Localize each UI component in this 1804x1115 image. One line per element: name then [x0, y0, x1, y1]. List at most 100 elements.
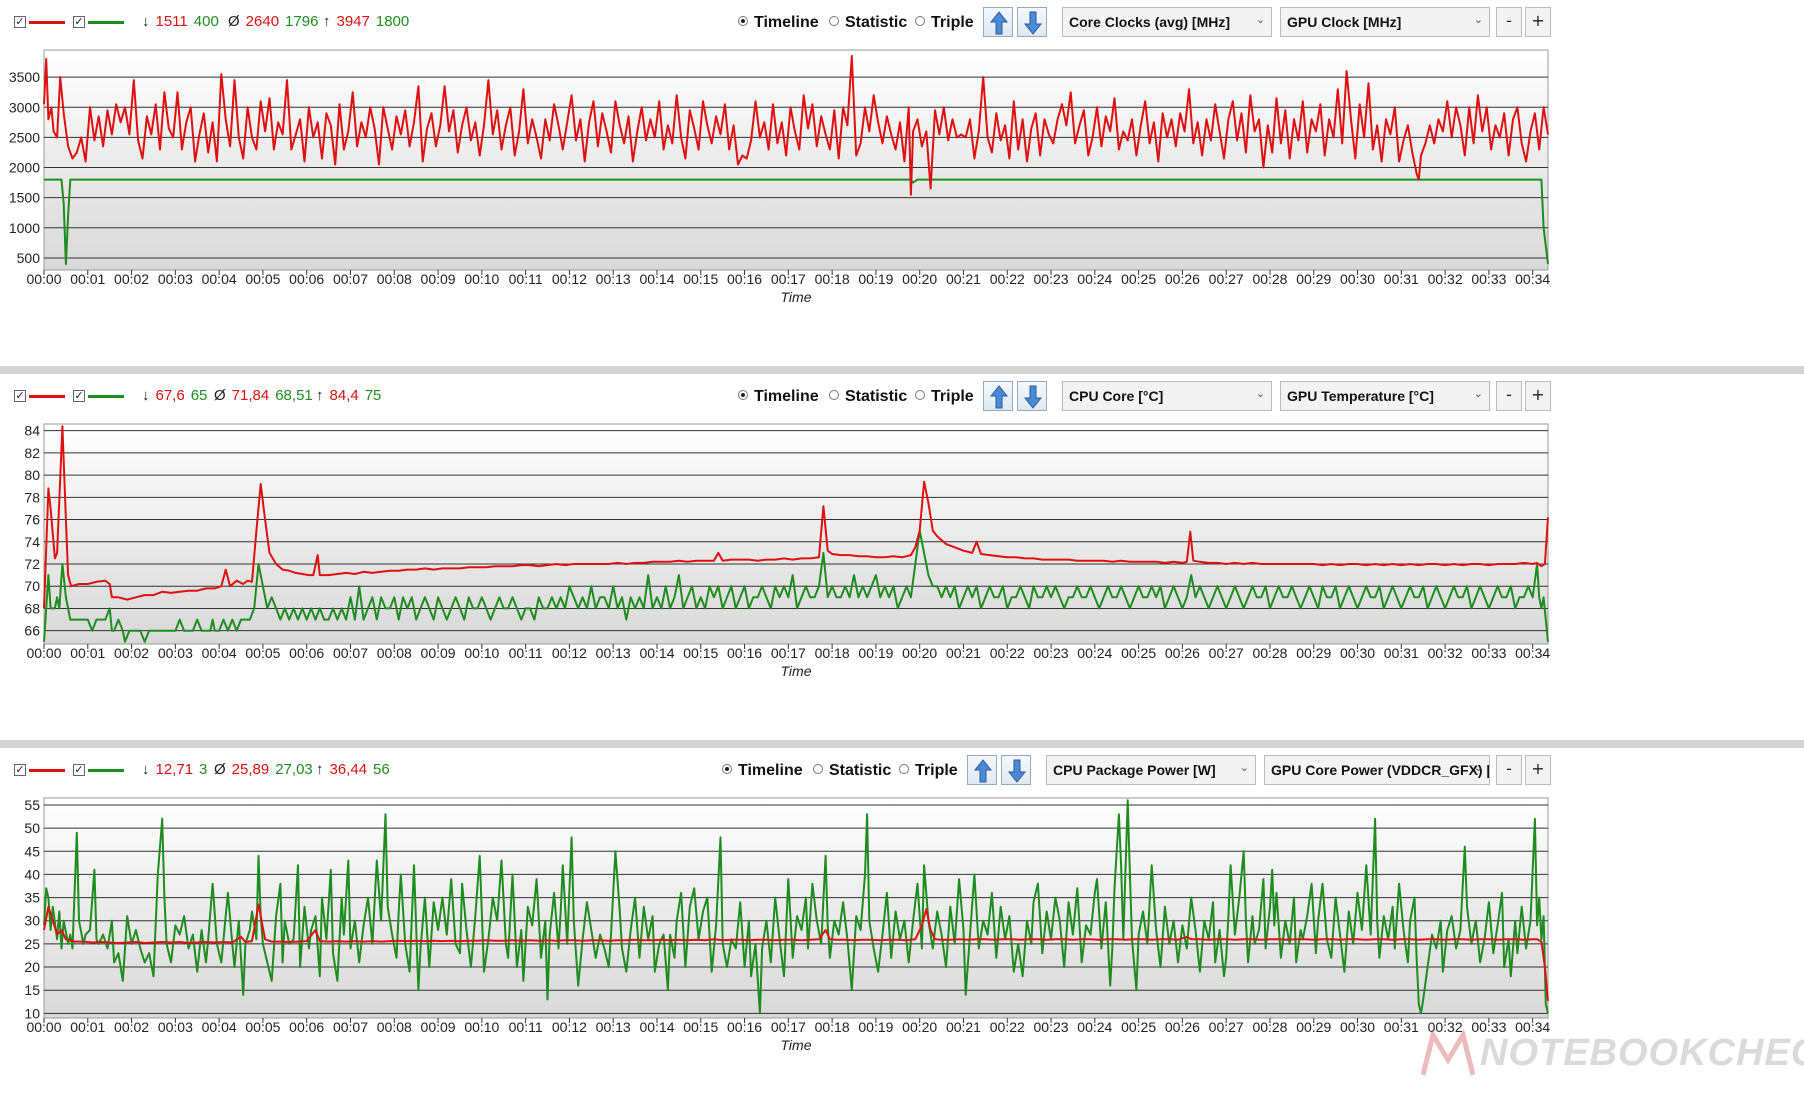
statistic-radio[interactable]: Statistic: [813, 762, 891, 780]
triple-radio[interactable]: Triple: [915, 14, 974, 32]
x-tick-label: 00:05: [245, 1019, 280, 1035]
series2-color-swatch[interactable]: [88, 21, 124, 24]
x-tick-label: 00:17: [771, 645, 806, 661]
series1-color-swatch[interactable]: [29, 769, 65, 772]
average-icon: Ø: [214, 387, 226, 404]
x-tick-label: 00:31: [1384, 645, 1419, 661]
move-up-button[interactable]: [983, 7, 1013, 37]
move-down-button[interactable]: [1017, 7, 1047, 37]
series2-checkbox[interactable]: ✓: [73, 389, 85, 402]
average-icon: Ø: [214, 761, 226, 778]
y-tick-label: 76: [24, 512, 40, 528]
min-value-series2: 65: [190, 387, 208, 404]
chart-toolbar: ✓ ✓ ↓ 1511 400 Ø 2640 1796 ↑ 3947 1800 Timelin…: [0, 0, 1804, 46]
series2-color-swatch[interactable]: [88, 395, 124, 398]
x-tick-label: 00:07: [333, 271, 368, 287]
x-tick-label: 00:22: [990, 271, 1025, 287]
max-value-series1: 3947: [336, 13, 370, 30]
x-tick-label: 00:29: [1296, 271, 1331, 287]
series-line-2: [43, 529, 1549, 643]
min-arrow-icon: ↓: [142, 761, 150, 778]
move-up-button[interactable]: [967, 755, 997, 785]
series1-checkbox[interactable]: ✓: [14, 763, 26, 776]
radio-dot-icon: [899, 764, 909, 774]
arrow-up-icon: [973, 759, 993, 783]
timeline-radio[interactable]: Timeline: [722, 762, 803, 780]
timeline-label: Timeline: [754, 388, 819, 405]
x-tick-label: 00:34: [1515, 271, 1550, 287]
chevron-down-icon: ⌄: [1255, 387, 1265, 400]
y-tick-label: 82: [24, 445, 40, 461]
timeline-chart: 66 68 70 72 74 76 78 80 82 84 00:00 00:01 00:02 00:03…: [24, 423, 1550, 679]
move-up-button[interactable]: [983, 381, 1013, 411]
arrow-up-icon: [989, 11, 1009, 35]
x-tick-label: 00:32: [1428, 271, 1463, 287]
x-tick-label: 00:33: [1471, 645, 1506, 661]
x-tick-label: 00:00: [26, 271, 61, 287]
add-chart-button[interactable]: +: [1525, 755, 1551, 785]
series1-sensor-dropdown[interactable]: CPU Core [°C] ⌄: [1062, 381, 1272, 411]
y-tick-label: 20: [24, 959, 40, 975]
timeline-radio[interactable]: Timeline: [738, 388, 819, 406]
chevron-down-icon: ⌄: [1473, 387, 1483, 400]
x-tick-label: 00:25: [1121, 1019, 1156, 1035]
avg-value-series1: 2640: [245, 13, 280, 30]
avg-value-series1: 25,89: [231, 761, 270, 778]
statistic-label: Statistic: [845, 14, 908, 31]
x-tick-label: 00:04: [202, 645, 237, 661]
move-down-button[interactable]: [1001, 755, 1031, 785]
series2-color-swatch[interactable]: [88, 769, 124, 772]
statistic-radio[interactable]: Statistic: [829, 388, 907, 406]
series1-checkbox[interactable]: ✓: [14, 389, 26, 402]
triple-radio[interactable]: Triple: [915, 388, 974, 406]
series1-sensor-dropdown[interactable]: CPU Package Power [W] ⌄: [1046, 755, 1256, 785]
series-line-1: [43, 425, 1549, 609]
add-chart-button[interactable]: +: [1525, 7, 1551, 37]
x-tick-label: 00:07: [333, 645, 368, 661]
series2-sensor-dropdown[interactable]: GPU Core Power (VDDCR_GFX) [W] ⌄: [1264, 755, 1490, 785]
panel-divider[interactable]: [0, 366, 1804, 374]
series1-color-swatch[interactable]: [29, 395, 65, 398]
series1-color-swatch[interactable]: [29, 21, 65, 24]
arrow-up-icon: [989, 385, 1009, 409]
series1-checkbox[interactable]: ✓: [14, 15, 26, 28]
chart-toolbar: ✓ ✓ ↓ 67,6 65 Ø 71,84 68,51 ↑ 84,4 75 Timeline…: [0, 374, 1804, 420]
series2-sensor-dropdown[interactable]: GPU Temperature [°C] ⌄: [1280, 381, 1490, 411]
max-value-series1: 36,44: [329, 761, 368, 778]
x-tick-label: 00:18: [815, 1019, 850, 1035]
series2-checkbox[interactable]: ✓: [73, 15, 85, 28]
x-tick-label: 00:12: [552, 271, 587, 287]
x-tick-label: 00:14: [639, 645, 674, 661]
remove-chart-button[interactable]: -: [1496, 755, 1522, 785]
timeline-radio[interactable]: Timeline: [738, 14, 819, 32]
x-tick-label: 00:17: [771, 1019, 806, 1035]
max-value-series2: 56: [373, 761, 390, 778]
x-tick-label: 00:10: [464, 1019, 499, 1035]
x-tick-label: 00:23: [1034, 271, 1069, 287]
x-tick-label: 00:02: [114, 645, 149, 661]
x-tick-label: 00:09: [421, 645, 456, 661]
x-tick-label: 00:19: [858, 645, 893, 661]
series-line-2: [44, 178, 1549, 265]
x-tick-label: 00:33: [1471, 1019, 1506, 1035]
average-icon: Ø: [228, 13, 240, 30]
x-tick-label: 00:24: [1077, 1019, 1112, 1035]
x-tick-label: 00:16: [727, 271, 762, 287]
avg-value-series1: 71,84: [231, 387, 270, 404]
statistic-label: Statistic: [845, 388, 908, 405]
statistic-radio[interactable]: Statistic: [829, 14, 907, 32]
move-down-button[interactable]: [1017, 381, 1047, 411]
panel-divider[interactable]: [0, 740, 1804, 748]
timeline-chart: 500 1000 1500 2000 2500 3000 3500 00:00 00:01 00:…: [9, 49, 1550, 305]
x-tick-label: 00:26: [1165, 1019, 1200, 1035]
y-tick-label: 68: [24, 600, 40, 616]
triple-radio[interactable]: Triple: [899, 762, 958, 780]
series1-sensor-dropdown[interactable]: Core Clocks (avg) [MHz] ⌄: [1062, 7, 1272, 37]
remove-chart-button[interactable]: -: [1496, 7, 1522, 37]
remove-chart-button[interactable]: -: [1496, 381, 1522, 411]
x-tick-label: 00:03: [158, 1019, 193, 1035]
add-chart-button[interactable]: +: [1525, 381, 1551, 411]
series2-checkbox[interactable]: ✓: [73, 763, 85, 776]
series2-sensor-dropdown[interactable]: GPU Clock [MHz] ⌄: [1280, 7, 1490, 37]
x-tick-label: 00:30: [1340, 645, 1375, 661]
